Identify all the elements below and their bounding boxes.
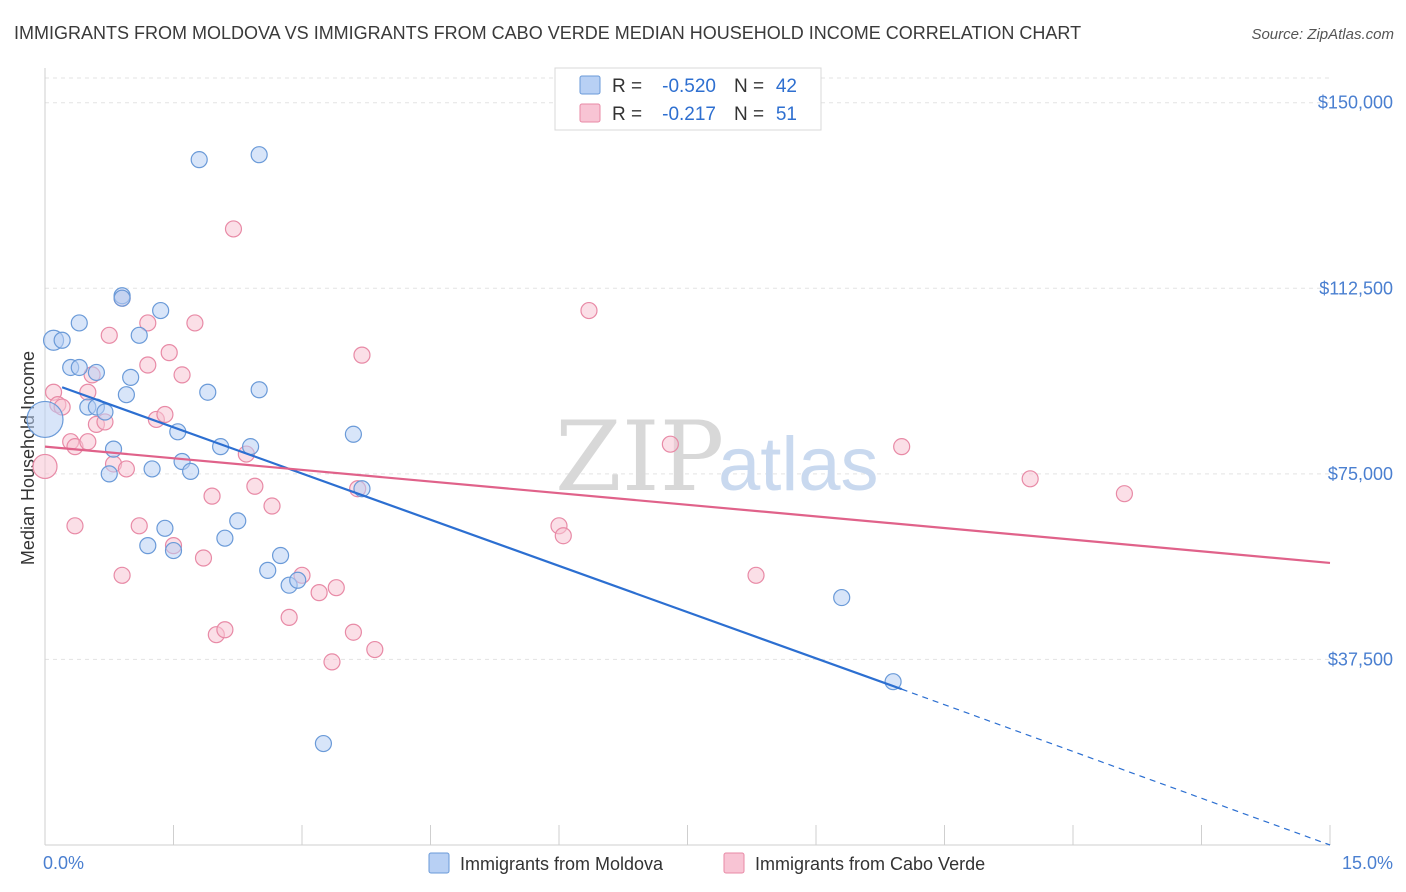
point-caboverde xyxy=(366,640,384,659)
point-caboverde xyxy=(224,220,243,238)
point-moldova xyxy=(216,529,234,547)
point-moldova xyxy=(344,425,362,443)
point-moldova xyxy=(117,386,135,404)
point-caboverde xyxy=(893,438,911,456)
trend-line-moldova xyxy=(61,386,903,691)
y-tick-label: $75,000 xyxy=(1328,464,1393,484)
legend-n-label-moldova: N = xyxy=(734,76,764,97)
trend-line-caboverde xyxy=(44,445,1331,565)
point-moldova xyxy=(229,512,247,530)
bottom-legend-swatch-moldova xyxy=(428,852,450,874)
point-moldova xyxy=(53,331,71,349)
y-tick-labels: $37,500 $75,000 $112,500 $150,000 xyxy=(1318,93,1393,670)
point-moldova xyxy=(96,403,114,421)
point-caboverde xyxy=(160,344,178,362)
point-caboverde xyxy=(323,653,341,671)
legend-r-label-moldova: R = xyxy=(612,76,642,97)
x-tick-label-max: 15.0% xyxy=(1342,853,1393,873)
point-moldova xyxy=(100,465,118,483)
point-moldova xyxy=(190,151,208,169)
bottom-legend-label-caboverde: Immigrants from Cabo Verde xyxy=(755,854,985,874)
y-tick-label: $150,000 xyxy=(1318,93,1393,113)
point-moldova xyxy=(143,460,161,478)
point-moldova xyxy=(122,368,140,386)
axes xyxy=(44,68,1331,846)
point-caboverde xyxy=(139,356,157,374)
point-caboverde xyxy=(246,477,264,495)
legend-n-value-caboverde: 51 xyxy=(776,104,797,125)
legend-n-label-caboverde: N = xyxy=(734,104,764,125)
point-caboverde xyxy=(353,346,371,364)
legend-swatch-moldova xyxy=(579,75,601,95)
point-moldova xyxy=(130,326,148,344)
point-caboverde xyxy=(580,301,598,320)
point-caboverde xyxy=(280,608,298,626)
point-caboverde xyxy=(66,517,84,535)
y-tick-label: $112,500 xyxy=(1319,278,1393,298)
point-caboverde xyxy=(310,584,328,602)
point-caboverde xyxy=(173,366,191,384)
point-caboverde xyxy=(117,460,135,478)
point-caboverde xyxy=(216,621,234,639)
point-caboverde xyxy=(661,435,679,453)
point-moldova xyxy=(833,588,851,607)
point-caboverde xyxy=(263,497,281,515)
point-caboverde xyxy=(344,623,362,641)
point-caboverde xyxy=(32,453,58,480)
series-legend: Immigrants from Moldova Immigrants from … xyxy=(428,852,985,874)
point-caboverde xyxy=(186,314,204,332)
point-caboverde xyxy=(194,549,213,567)
y-axis-label: Median Household Income xyxy=(18,351,38,565)
point-moldova xyxy=(250,146,268,164)
legend-n-value-moldova: 42 xyxy=(776,76,797,97)
point-moldova xyxy=(271,546,290,565)
legend-r-value-caboverde: -0.217 xyxy=(662,104,716,125)
grid-lines xyxy=(45,77,1330,660)
point-moldova xyxy=(314,734,333,753)
legend-r-label-caboverde: R = xyxy=(612,104,642,125)
legend-r-value-moldova: -0.520 xyxy=(662,76,716,97)
point-caboverde xyxy=(1115,485,1134,503)
x-tick-labels: 0.0% 15.0% xyxy=(43,853,1393,873)
point-caboverde xyxy=(156,405,174,424)
point-caboverde xyxy=(203,487,221,505)
point-caboverde xyxy=(554,527,572,545)
watermark-atlas: atlas xyxy=(718,422,879,507)
point-moldova xyxy=(104,440,123,458)
trend-lines xyxy=(44,386,1331,846)
point-moldova xyxy=(182,462,200,480)
point-moldova xyxy=(139,537,157,555)
x-tick-label-min: 0.0% xyxy=(43,853,84,873)
point-caboverde xyxy=(139,314,157,332)
point-caboverde xyxy=(130,517,148,535)
point-moldova xyxy=(199,383,217,401)
point-caboverde xyxy=(747,566,765,584)
point-moldova xyxy=(70,314,88,332)
point-caboverde xyxy=(1021,470,1039,488)
chart-title: IMMIGRANTS FROM MOLDOVA VS IMMIGRANTS FR… xyxy=(14,23,1081,43)
y-tick-label: $37,500 xyxy=(1328,649,1393,669)
point-moldova xyxy=(289,571,307,589)
point-moldova xyxy=(113,289,131,307)
chart-source: Source: ZipAtlas.com xyxy=(1251,26,1394,43)
point-caboverde xyxy=(100,326,118,344)
point-moldova xyxy=(250,381,268,399)
trend-line-extension-moldova xyxy=(901,688,1331,846)
bottom-legend-label-moldova: Immigrants from Moldova xyxy=(460,854,664,874)
point-moldova xyxy=(156,519,174,537)
series-moldova-points xyxy=(26,146,902,753)
point-caboverde xyxy=(79,433,97,451)
point-moldova xyxy=(152,301,170,320)
point-moldova xyxy=(26,400,64,439)
point-moldova xyxy=(87,363,106,382)
point-moldova xyxy=(259,561,277,579)
point-moldova xyxy=(70,358,88,377)
point-moldova xyxy=(164,541,183,560)
point-caboverde xyxy=(327,579,345,597)
legend-swatch-caboverde xyxy=(579,103,601,123)
point-caboverde xyxy=(113,566,131,584)
bottom-legend-swatch-caboverde xyxy=(723,852,745,874)
correlation-legend: R = -0.520 N = 42 R = -0.217 N = 51 xyxy=(554,67,822,131)
